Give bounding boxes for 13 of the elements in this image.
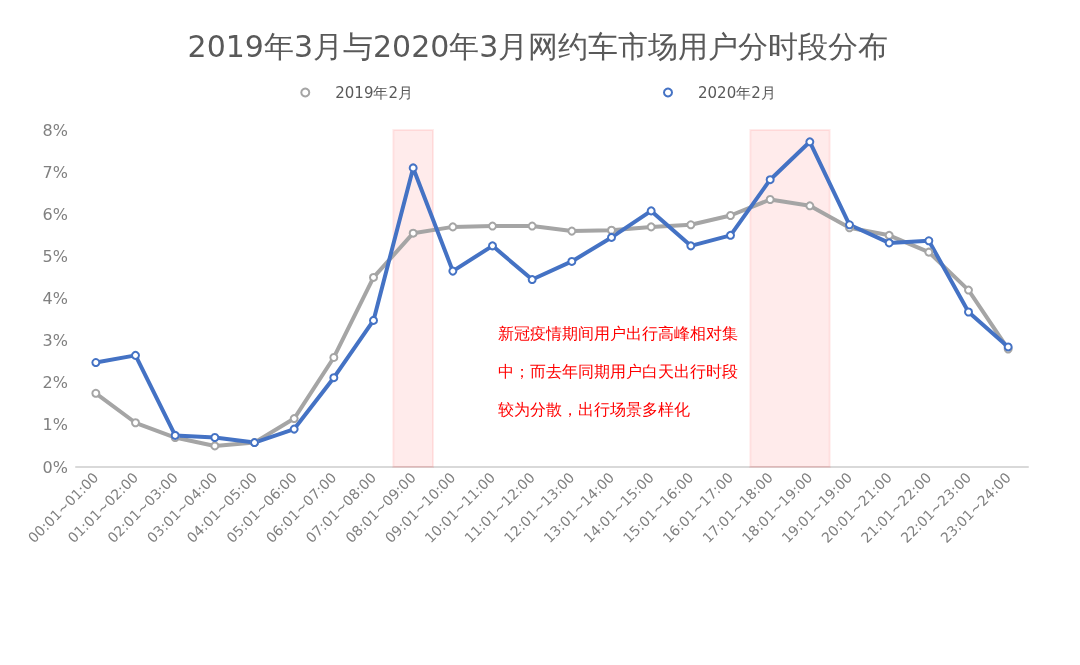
annotation: 新冠疫情期间用户出行高峰相对集中；而去年同期用户白天出行时段较为分散，出行场景多样化: [498, 323, 738, 419]
y-tick-label: 1%: [42, 415, 68, 435]
y-tick-label: 0%: [42, 457, 68, 477]
y-tick-label: 3%: [42, 331, 68, 351]
y-tick-label: 6%: [42, 204, 68, 224]
legend-label: 2020年2月: [698, 83, 776, 102]
y-tick-label: 7%: [42, 162, 68, 182]
y-tick-label: 5%: [42, 246, 68, 266]
y-tick-label: 2%: [42, 373, 68, 393]
y-tick-label: 8%: [42, 120, 68, 140]
y-tick-label: 4%: [42, 289, 68, 308]
chart-title: 2019年3月与2020年3月网约车市场用户分时段分布: [187, 28, 889, 64]
legend-label: 2019年2月: [335, 83, 413, 102]
